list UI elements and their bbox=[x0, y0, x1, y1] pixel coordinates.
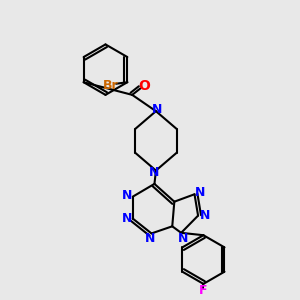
Text: Br: Br bbox=[103, 79, 119, 92]
Text: N: N bbox=[145, 232, 155, 245]
Text: N: N bbox=[195, 186, 205, 199]
Text: N: N bbox=[122, 212, 133, 225]
Text: N: N bbox=[152, 103, 163, 116]
Text: N: N bbox=[200, 209, 210, 222]
Text: F: F bbox=[199, 284, 208, 297]
Text: N: N bbox=[122, 189, 133, 202]
Text: N: N bbox=[178, 232, 188, 245]
Text: O: O bbox=[138, 79, 150, 93]
Text: N: N bbox=[149, 166, 160, 178]
